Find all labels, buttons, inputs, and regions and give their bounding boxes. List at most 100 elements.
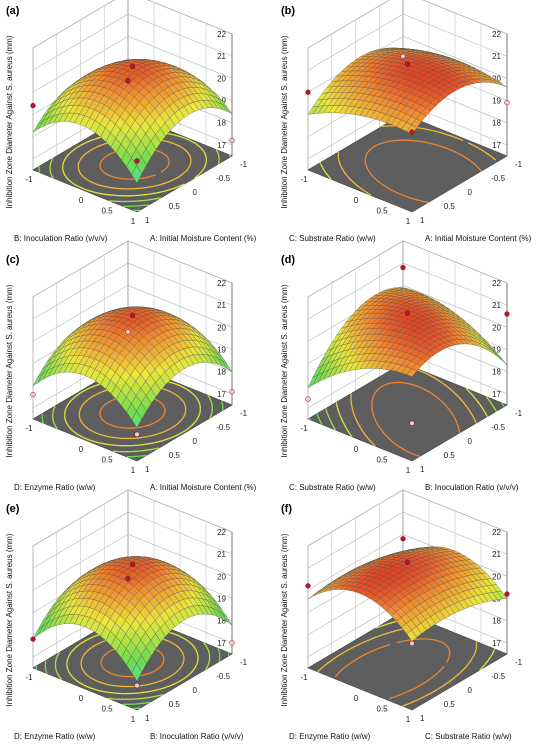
x-tick-label: 1 — [406, 715, 411, 724]
z-gridline — [32, 13, 233, 71]
contour-line — [308, 417, 311, 421]
design-point — [504, 100, 510, 106]
z-tick-label: 18 — [492, 617, 501, 626]
chart-panel: (b) 17 18 19 20 21 22 -1 0 0.5 1 -1 -0.5 0 0.5 1 C: Subs… — [280, 0, 532, 243]
surface-cell — [131, 165, 142, 184]
floor-plane — [307, 362, 508, 462]
panel-label: (b) — [281, 5, 295, 17]
design-point — [30, 391, 36, 398]
y-axis-title: A: Initial Moisture Content (%) — [425, 234, 532, 243]
panel-label: (a) — [6, 5, 20, 17]
y-tick-label: 1 — [420, 714, 425, 723]
panel-label: (e) — [6, 503, 20, 515]
design-point — [134, 682, 140, 689]
z-gridline — [307, 262, 508, 320]
z-gridline — [32, 262, 233, 320]
z-gridline — [307, 240, 508, 298]
design-point — [305, 396, 311, 402]
design-point — [400, 264, 406, 271]
x-tick-label: 0.5 — [101, 705, 113, 714]
y-tick-label: 0 — [193, 188, 198, 197]
x-tick-label: 0 — [354, 694, 359, 703]
z-tick-label: 20 — [492, 74, 501, 83]
y-tick-label: 0.5 — [444, 202, 456, 211]
z-gridline — [307, 284, 508, 342]
design-point — [400, 53, 406, 59]
x-tick-label: 1 — [406, 466, 411, 475]
surface-cell — [131, 663, 142, 682]
design-point — [409, 129, 415, 135]
z-tick-label: 21 — [217, 52, 226, 61]
y-tick-label: -0.5 — [216, 672, 230, 681]
z-tick-label: 20 — [492, 323, 501, 332]
y-tick-label: 0 — [468, 188, 473, 197]
z-axis-title: Inhibition Zone Diameter Against S. aure… — [280, 284, 289, 457]
z-tick-label: 18 — [217, 617, 226, 626]
surface-cell — [496, 81, 508, 88]
x-tick-label: 1 — [131, 466, 136, 475]
x-axis-title: D: Enzyme Ratio (w/w) — [289, 732, 371, 741]
z-tick-label: 21 — [217, 550, 226, 559]
y-tick-label: 1 — [145, 465, 150, 474]
x-tick-label: -1 — [25, 673, 33, 682]
chart-panel: (c) 17 18 19 20 21 22 -1 0 0.5 1 -1 -0.5 0 0.5 1 D: Enzy… — [5, 240, 257, 492]
x-tick-label: -1 — [300, 175, 308, 184]
z-axis-title: Inhibition Zone Diameter Against S. aure… — [5, 35, 14, 208]
y-tick-label: -1 — [240, 409, 248, 418]
z-tick-label: 22 — [217, 279, 226, 288]
x-tick-label: 0 — [354, 196, 359, 205]
y-tick-label: 0 — [468, 437, 473, 446]
z-tick-label: 20 — [217, 323, 226, 332]
x-tick-label: -1 — [25, 424, 33, 433]
response-surface — [307, 546, 508, 642]
z-tick-label: 17 — [492, 141, 501, 150]
z-tick-label: 22 — [492, 30, 501, 39]
z-tick-label: 21 — [492, 52, 501, 61]
design-point — [409, 420, 415, 426]
z-tick-label: 18 — [492, 368, 501, 377]
y-tick-label: 0 — [468, 686, 473, 695]
x-tick-label: 0.5 — [101, 456, 113, 465]
z-tick-label: 22 — [217, 528, 226, 537]
y-tick-label: -0.5 — [491, 174, 505, 183]
chart-panel: (e) 17 18 19 20 21 22 -1 0 0.5 1 -1 -0.5 0 0.5 1 D: Enzy… — [5, 489, 248, 741]
z-axis-title: Inhibition Zone Diameter Against S. aure… — [280, 533, 289, 706]
design-point — [125, 329, 131, 335]
z-gridline — [32, 489, 233, 547]
x-axis-title: C: Substrate Ratio (w/w) — [289, 483, 376, 492]
design-point — [305, 89, 311, 95]
x-axis-title: D: Enzyme Ratio (w/w) — [14, 732, 96, 741]
x-tick-label: 0.5 — [376, 705, 388, 714]
z-gridline — [307, 511, 508, 569]
panel-label: (c) — [6, 254, 20, 266]
surface-cell — [406, 368, 418, 377]
contour-line — [371, 381, 461, 457]
z-tick-label: 19 — [492, 97, 501, 106]
contour-line — [316, 402, 505, 425]
y-tick-label: 0.5 — [444, 451, 456, 460]
response-surface — [32, 306, 233, 428]
z-tick-label: 18 — [492, 119, 501, 128]
y-tick-label: 0 — [193, 686, 198, 695]
response-surface — [32, 556, 233, 682]
panel-label: (f) — [281, 503, 292, 515]
design-point — [404, 310, 411, 316]
x-tick-label: -1 — [25, 175, 33, 184]
y-axis-title: B: Inoculation Ratio (v/v/v) — [150, 732, 244, 741]
z-tick-label: 20 — [217, 572, 226, 581]
response-surface — [307, 287, 508, 389]
design-point — [125, 78, 131, 84]
y-tick-label: -0.5 — [491, 672, 505, 681]
y-tick-label: -1 — [515, 409, 523, 418]
y-axis-title: B: Inoculation Ratio (v/v/v) — [425, 483, 519, 492]
z-tick-label: 20 — [217, 74, 226, 83]
z-tick-label: 18 — [217, 368, 226, 377]
z-gridline — [32, 240, 233, 298]
design-point — [129, 561, 136, 568]
design-point — [404, 61, 411, 67]
design-point — [305, 583, 311, 589]
x-tick-label: 0 — [354, 445, 359, 454]
contour-line — [325, 396, 497, 431]
x-tick-label: 0.5 — [376, 456, 388, 465]
